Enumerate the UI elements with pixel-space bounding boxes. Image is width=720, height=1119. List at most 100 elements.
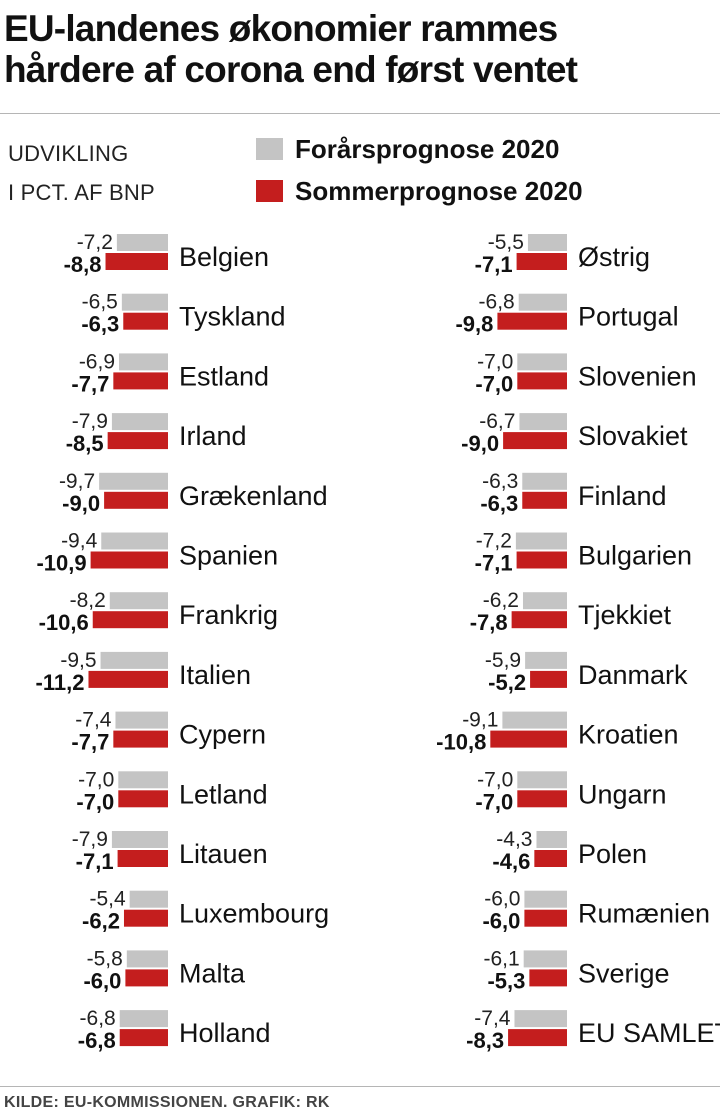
value-label-summer: -4,6 bbox=[492, 849, 530, 874]
value-label-summer: -9,8 bbox=[455, 312, 493, 337]
bar-summer-tjekkiet bbox=[511, 611, 567, 629]
bar-summer-irland bbox=[107, 432, 168, 450]
legend-item-spring: Forårsprognose 2020 bbox=[256, 134, 559, 164]
value-label-spring: -5,8 bbox=[87, 947, 123, 970]
value-label-summer: -7,8 bbox=[470, 610, 508, 635]
country-label: Spanien bbox=[179, 541, 278, 571]
value-label-spring: -7,9 bbox=[72, 410, 108, 433]
value-label-summer: -8,5 bbox=[66, 431, 104, 456]
bar-summer-frankrig bbox=[92, 611, 168, 629]
unit-label-line-2: I PCT. AF BNP bbox=[8, 180, 155, 205]
country-label: Estland bbox=[179, 361, 269, 391]
bar-summer-letland bbox=[118, 790, 168, 808]
bar-summer-kroatien bbox=[490, 730, 567, 748]
value-label-spring: -6,8 bbox=[479, 291, 515, 314]
value-label-summer: -7,1 bbox=[475, 252, 513, 277]
value-label-summer: -6,0 bbox=[482, 909, 520, 934]
country-label: Kroatien bbox=[578, 720, 679, 750]
value-label-summer: -6,8 bbox=[78, 1028, 116, 1053]
bar-spring-slovakiet bbox=[519, 413, 567, 431]
bar-spring-ungarn bbox=[517, 771, 567, 789]
bar-spring-cypern bbox=[115, 711, 168, 729]
bar-spring-spanien bbox=[101, 532, 168, 550]
country-label: Letland bbox=[179, 779, 268, 809]
legend-label-spring: Forårsprognose 2020 bbox=[295, 133, 560, 164]
value-label-spring: -8,2 bbox=[70, 589, 106, 612]
bar-summer-bulgarien bbox=[516, 551, 567, 569]
value-label-spring: -6,0 bbox=[484, 888, 520, 911]
value-label-summer: -5,2 bbox=[488, 670, 526, 695]
value-label-spring: -7,2 bbox=[77, 231, 113, 254]
value-label-summer: -6,0 bbox=[83, 968, 121, 993]
value-label-spring: -7,0 bbox=[477, 350, 513, 373]
bar-summer-slovakiet bbox=[503, 432, 567, 450]
bar-spring-eu-samlet bbox=[514, 1010, 567, 1028]
value-label-summer: -7,1 bbox=[76, 849, 114, 874]
bar-spring-portugal bbox=[518, 293, 567, 311]
bar-summer-holland bbox=[119, 1029, 168, 1047]
value-label-summer: -10,8 bbox=[436, 730, 486, 755]
country-label: Danmark bbox=[578, 660, 688, 690]
title-line-1: EU-landenes økonomier rammes bbox=[4, 8, 558, 49]
value-label-summer: -7,7 bbox=[71, 730, 109, 755]
legend-label-summer: Sommerprognose 2020 bbox=[295, 175, 583, 206]
bar-spring-kroatien bbox=[502, 711, 567, 729]
value-label-spring: -6,5 bbox=[82, 291, 118, 314]
bar-spring-holland bbox=[119, 1010, 168, 1028]
value-label-summer: -11,2 bbox=[36, 670, 85, 695]
value-label-spring: -6,7 bbox=[479, 410, 515, 433]
country-label: Portugal bbox=[578, 302, 679, 332]
country-label: Bulgarien bbox=[578, 541, 692, 571]
value-label-summer: -9,0 bbox=[62, 491, 100, 516]
bar-summer-estland bbox=[113, 372, 168, 390]
bar-spring-danmark bbox=[525, 651, 567, 669]
value-label-summer: -7,7 bbox=[71, 371, 109, 396]
bar-spring-østrig bbox=[527, 234, 567, 251]
country-label: Luxembourg bbox=[179, 899, 329, 929]
country-label: Malta bbox=[179, 958, 246, 988]
value-label-spring: -4,3 bbox=[496, 828, 532, 851]
country-label: Frankrig bbox=[179, 600, 278, 630]
bar-spring-rumænien bbox=[524, 890, 567, 908]
bar-summer-malta bbox=[125, 969, 168, 987]
value-label-summer: -9,0 bbox=[461, 431, 499, 456]
country-label: Litauen bbox=[179, 839, 268, 869]
value-label-summer: -6,3 bbox=[81, 312, 119, 337]
country-label: Cypern bbox=[179, 720, 266, 750]
bar-summer-rumænien bbox=[524, 909, 567, 927]
bar-summer-ungarn bbox=[517, 790, 567, 808]
country-label: Italien bbox=[179, 660, 251, 690]
value-label-spring: -7,4 bbox=[474, 1007, 511, 1030]
country-label: Finland bbox=[578, 481, 667, 511]
bar-summer-italien bbox=[88, 670, 168, 688]
bar-summer-belgien bbox=[105, 253, 168, 270]
value-label-spring: -6,2 bbox=[483, 589, 519, 612]
country-label: Irland bbox=[179, 421, 247, 451]
bar-summer-sverige bbox=[529, 969, 567, 987]
bar-spring-tjekkiet bbox=[522, 592, 567, 610]
top-divider bbox=[0, 113, 720, 114]
country-label: Belgien bbox=[179, 242, 269, 272]
country-label: Polen bbox=[578, 839, 647, 869]
bar-spring-luxembourg bbox=[129, 890, 168, 908]
country-label: Slovakiet bbox=[578, 421, 688, 451]
value-label-summer: -7,1 bbox=[475, 551, 513, 576]
country-label: Sverige bbox=[578, 958, 670, 988]
value-label-spring: -5,5 bbox=[488, 231, 524, 254]
bar-spring-tyskland bbox=[121, 293, 168, 311]
bar-spring-malta bbox=[126, 950, 168, 968]
unit-label: UDVIKLING I PCT. AF BNP bbox=[8, 134, 155, 212]
value-label-spring: -6,1 bbox=[484, 947, 520, 970]
bar-summer-eu-samlet bbox=[508, 1029, 567, 1047]
bar-spring-frankrig bbox=[109, 592, 168, 610]
bottom-divider bbox=[0, 1086, 720, 1087]
legend-swatch-summer bbox=[256, 180, 283, 202]
bar-spring-polen bbox=[536, 831, 567, 848]
value-label-spring: -9,7 bbox=[59, 470, 95, 493]
country-label: Tyskland bbox=[179, 302, 286, 332]
value-label-spring: -7,2 bbox=[476, 530, 512, 553]
bar-summer-litauen bbox=[117, 850, 168, 867]
value-label-spring: -5,9 bbox=[485, 649, 521, 672]
bar-summer-østrig bbox=[516, 253, 567, 270]
bar-summer-portugal bbox=[497, 312, 567, 330]
